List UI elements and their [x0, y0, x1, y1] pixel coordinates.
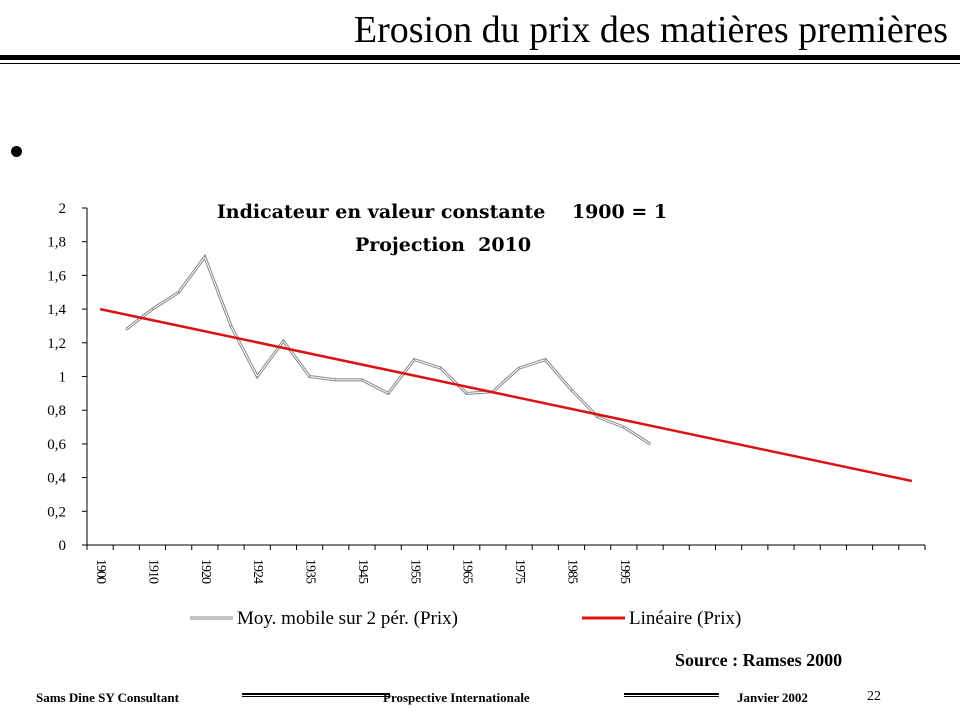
- x-tick-label: 1945: [355, 559, 370, 584]
- chart-title: Indicateur en valeur constante 1900 = 1: [217, 201, 667, 223]
- data-point: [570, 389, 573, 391]
- series-line-moving-average-core: [125, 255, 651, 445]
- footer-divider-right: [624, 693, 719, 697]
- title-rule-thin: [0, 63, 960, 64]
- y-tick-label: 0,2: [47, 504, 66, 520]
- y-tick-label: 0,8: [47, 403, 66, 419]
- series-line-moving-average-outline: [125, 253, 651, 446]
- data-point: [335, 379, 337, 381]
- chart-subtitle: Projection 2010: [355, 234, 531, 256]
- data-point: [387, 392, 389, 394]
- data-point: [230, 325, 232, 327]
- chart-axes: [82, 207, 926, 550]
- x-tick-label: 1955: [407, 559, 422, 584]
- x-tick-label: 1920: [198, 559, 213, 584]
- x-tick-label: 1985: [564, 559, 579, 584]
- y-tick-label: 0,6: [47, 437, 66, 453]
- data-point: [282, 340, 285, 342]
- legend-label-moving-average: Moy. mobile sur 2 pér. (Prix): [237, 608, 458, 629]
- chart-legend: Moy. mobile sur 2 pér. (Prix) Linéaire (P…: [190, 608, 741, 629]
- data-point: [466, 392, 468, 394]
- slide-title: Erosion du prix des matières premières: [353, 9, 948, 51]
- x-tick-label: 1935: [303, 559, 318, 584]
- source-note: Source : Ramses 2000: [675, 650, 843, 670]
- data-point: [256, 375, 258, 378]
- x-tick-label: 1900: [93, 559, 108, 584]
- footer-date: Janvier 2002: [737, 690, 808, 705]
- y-tick-label: 1,8: [47, 235, 66, 251]
- x-tick-label: 1965: [460, 559, 475, 584]
- chart-series: [99, 253, 913, 483]
- data-point: [439, 367, 442, 369]
- y-tick-label: 0,4: [47, 471, 66, 487]
- x-tick-label: 1995: [617, 559, 632, 584]
- y-tick-label: 0: [59, 538, 67, 554]
- data-point: [151, 308, 154, 310]
- data-point: [178, 291, 180, 293]
- data-point: [125, 328, 127, 330]
- x-tick-label: 1975: [512, 559, 527, 584]
- x-tick-label: 1924: [250, 559, 265, 584]
- data-point: [544, 359, 546, 361]
- y-tick-label: 1: [59, 370, 67, 386]
- series-line-linear-trend: [99, 307, 913, 483]
- data-point: [518, 367, 520, 369]
- footer-center: Prospective Internationale: [383, 690, 530, 705]
- data-point: [413, 359, 415, 361]
- data-point: [597, 416, 599, 418]
- bullet-point: [11, 146, 22, 157]
- y-tick-label: 2: [59, 201, 67, 217]
- footer-author: Sams Dine SY Consultant: [36, 690, 179, 705]
- page-number: 22: [867, 689, 881, 704]
- chart-labels: 0 0,2 0,4 0,6 0,8 1 1,2 1,4 1,6 1,8 2 1900 1910 1920 1…: [47, 201, 632, 584]
- y-tick-label: 1,4: [47, 302, 66, 318]
- data-point: [204, 256, 206, 258]
- legend-label-linear-trend: Linéaire (Prix): [629, 608, 741, 629]
- x-tick-label: 1910: [145, 559, 160, 584]
- footer-divider-left: [242, 693, 390, 697]
- data-point: [308, 375, 311, 378]
- y-tick-label: 1,2: [47, 336, 66, 352]
- data-point: [649, 443, 651, 445]
- data-point: [361, 379, 363, 381]
- title-rule-thick: [0, 55, 960, 60]
- y-tick-label: 1,6: [47, 268, 66, 284]
- data-point: [623, 426, 625, 428]
